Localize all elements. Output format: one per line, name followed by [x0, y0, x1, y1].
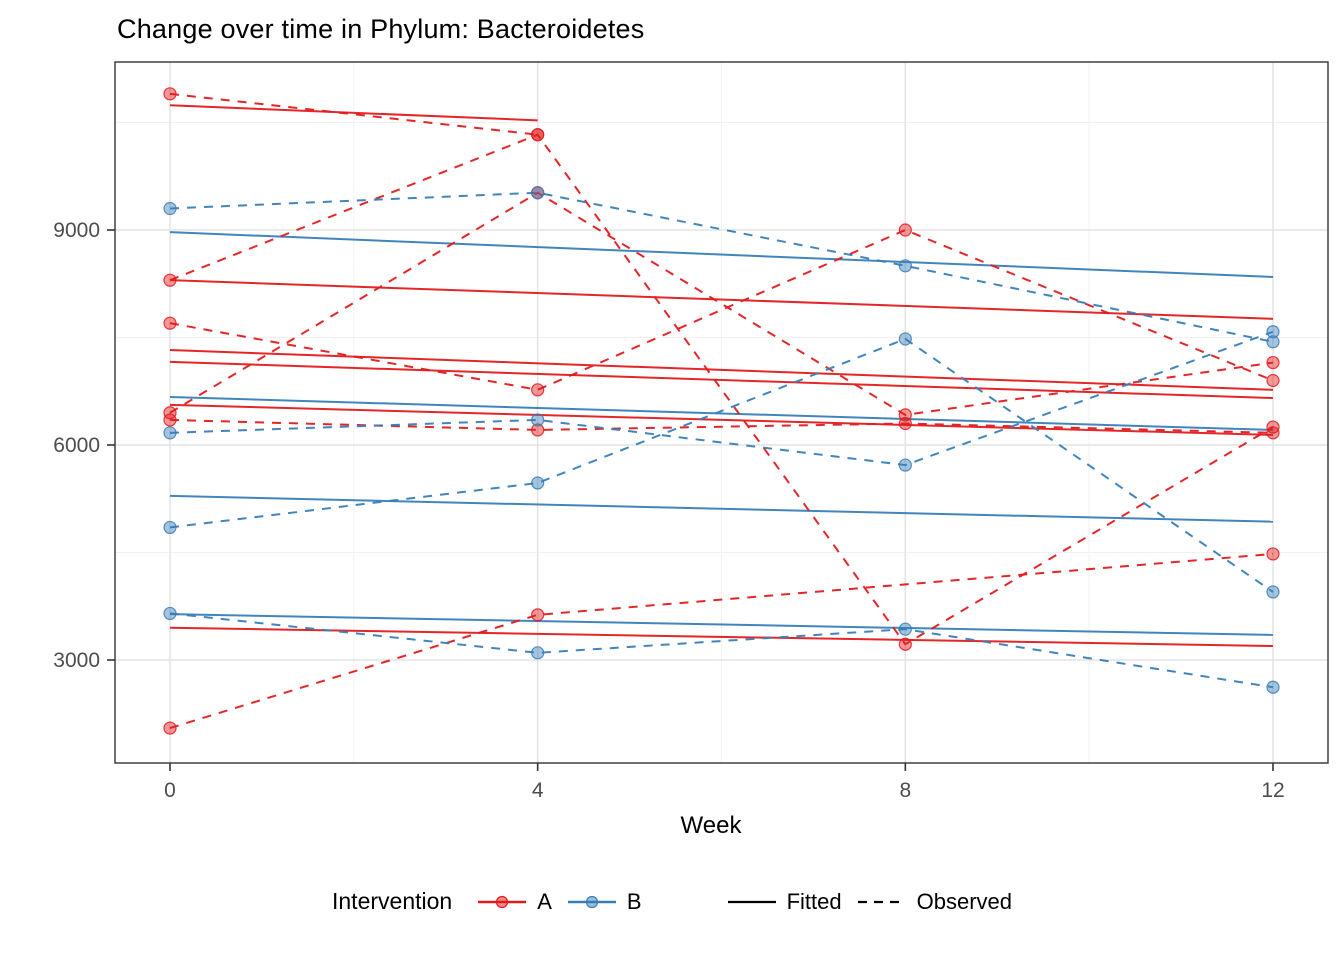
x-axis-title-text: Week: [680, 812, 742, 839]
chart-title: Change over time in Phylum: Bacteroidete…: [117, 14, 645, 44]
legend-item-observed: Observed: [856, 889, 1012, 915]
point-B3-week-8: [898, 332, 912, 346]
point-A4-week-0: [163, 406, 177, 420]
point-B1-week-0: [163, 201, 177, 216]
legend-label-observed: Observed: [916, 888, 1012, 914]
fitted-line-A4: [169, 360, 1274, 400]
legend-label-fitted: Fitted: [786, 888, 842, 914]
point-A5-week-12: [1266, 426, 1280, 440]
point-A2-week-8: [898, 637, 912, 651]
x-axis-tick-labels: 0 4 8 12: [164, 779, 1285, 802]
gridlines-minor: [115, 62, 1328, 763]
x-tick-label: 12: [1261, 779, 1284, 802]
point-B4-week-12: [1266, 680, 1280, 694]
point-A6-week-4: [531, 608, 545, 622]
x-tick-label: 8: [899, 779, 911, 802]
point-B1-week-4: [531, 186, 545, 200]
fitted-line-B3: [169, 494, 1274, 523]
point-A5-week-4: [531, 423, 545, 437]
fitted-line-A6: [169, 626, 1274, 648]
fitted-lines: [169, 104, 1274, 648]
observed-line-B3: [169, 337, 1274, 593]
axis-ticks: [107, 229, 1274, 771]
point-B3-week-4: [531, 476, 545, 490]
fitted-line-A3: [169, 349, 1274, 391]
data-points: [163, 87, 1280, 735]
point-A6-week-0: [163, 721, 177, 735]
point-B2-week-8: [898, 458, 912, 472]
point-B4-week-0: [163, 606, 177, 621]
fitted-line-A2: [169, 279, 1274, 320]
y-tick-label: 3000: [53, 649, 100, 672]
point-A3-week-4: [531, 383, 545, 397]
point-A1-week-0: [163, 87, 177, 101]
legend-label-b: B: [626, 888, 642, 914]
point-B1-week-8: [898, 259, 912, 273]
fitted-line-B4: [169, 613, 1274, 636]
observed-lines: [169, 92, 1274, 730]
observed-line-A5: [169, 418, 1274, 434]
x-tick-label: 0: [164, 779, 176, 802]
legend-title: Intervention: [332, 888, 453, 914]
y-tick-label: 6000: [53, 434, 100, 457]
legend: Intervention A B Fitted: [0, 888, 1344, 915]
observed-line-A3: [169, 228, 1274, 391]
point-B3-week-0: [163, 520, 177, 535]
y-axis-tick-labels: 3000 6000 9000: [53, 219, 100, 672]
point-A3-week-12: [1266, 373, 1280, 388]
fitted-line-B1: [169, 231, 1274, 278]
point-B2-week-4: [531, 413, 545, 427]
point-A4-week-12: [1266, 355, 1280, 370]
point-B1-week-12: [1266, 335, 1280, 349]
point-B4-week-8: [898, 622, 912, 636]
legend-label-a: A: [537, 888, 552, 914]
x-tick-label: 4: [532, 779, 544, 802]
observed-line-A4: [169, 191, 1274, 416]
fitted-line-A5: [169, 403, 1274, 436]
point-A3-week-8: [898, 223, 912, 237]
legend-item-group-b: B: [566, 889, 642, 915]
point-A5-week-0: [163, 413, 177, 427]
point-B4-week-4: [531, 646, 545, 660]
legend-item-group-a: A: [476, 889, 552, 915]
point-A2-week-0: [163, 273, 177, 287]
point-A5-week-8: [898, 416, 912, 431]
point-A6-week-12: [1266, 547, 1280, 561]
fitted-line-A1: [169, 104, 538, 122]
point-B2-week-0: [163, 426, 177, 440]
panel-border: [114, 61, 1329, 764]
legend-item-fitted: Fitted: [726, 889, 842, 915]
point-A3-week-0: [163, 316, 177, 330]
y-tick-label: 9000: [53, 219, 100, 242]
x-axis-title: Week: [0, 812, 1344, 840]
legend-key-observed-icon: [857, 900, 906, 903]
legend-key-b-icon: [567, 895, 616, 908]
legend-key-fitted-icon: [727, 900, 776, 903]
point-A2-week-4: [531, 128, 545, 142]
observed-line-A1: [169, 92, 538, 136]
point-B3-week-12: [1266, 585, 1280, 599]
observed-line-B4: [169, 612, 1274, 689]
point-B2-week-12: [1266, 325, 1280, 339]
fitted-line-B2: [169, 395, 1274, 431]
legend-key-a-icon: [478, 895, 527, 908]
